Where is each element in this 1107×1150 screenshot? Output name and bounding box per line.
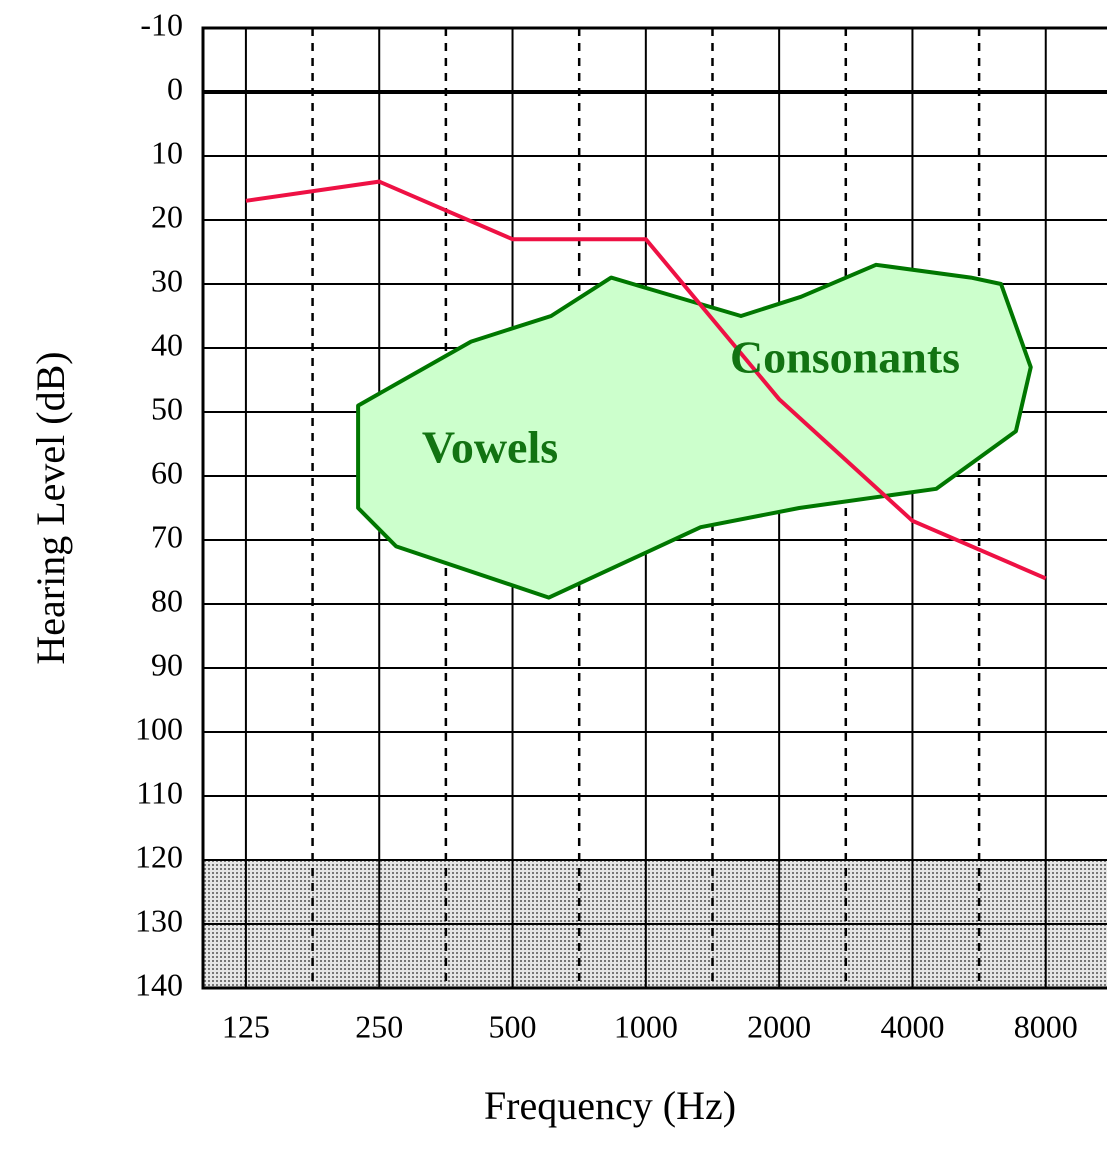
y-tick-label: 10 (151, 134, 183, 170)
y-tick-label: -10 (140, 6, 183, 42)
y-tick-label: 110 (136, 774, 183, 810)
y-tick-label: 80 (151, 582, 183, 618)
y-axis-label: Hearing Level (dB) (28, 351, 73, 664)
y-tick-label: 140 (135, 966, 183, 1002)
y-tick-label: 50 (151, 390, 183, 426)
annotation: Consonants (730, 332, 960, 383)
x-tick-label: 1000 (614, 1008, 678, 1044)
annotation: Vowels (422, 422, 558, 473)
y-tick-label: 40 (151, 326, 183, 362)
x-tick-label: 4000 (880, 1008, 944, 1044)
y-tick-label: 90 (151, 646, 183, 682)
y-tick-label: 70 (151, 518, 183, 554)
y-tick-label: 30 (151, 262, 183, 298)
y-tick-label: 20 (151, 198, 183, 234)
hearing-line (245, 179, 1047, 581)
y-tick-label: 100 (135, 710, 183, 746)
y-tick-label: 120 (135, 838, 183, 874)
y-tick-label: 0 (167, 70, 183, 106)
x-tick-label: 125 (222, 1008, 270, 1044)
x-tick-label: 8000 (1014, 1008, 1078, 1044)
x-tick-label: 2000 (747, 1008, 811, 1044)
y-tick-label: 60 (151, 454, 183, 490)
y-tick-label: 130 (135, 902, 183, 938)
x-tick-label: 500 (489, 1008, 537, 1044)
x-axis-label: Frequency (Hz) (484, 1083, 736, 1128)
plot-frame (201, 26, 1107, 990)
x-tick-label: 250 (355, 1008, 403, 1044)
speech-region (356, 262, 1033, 600)
